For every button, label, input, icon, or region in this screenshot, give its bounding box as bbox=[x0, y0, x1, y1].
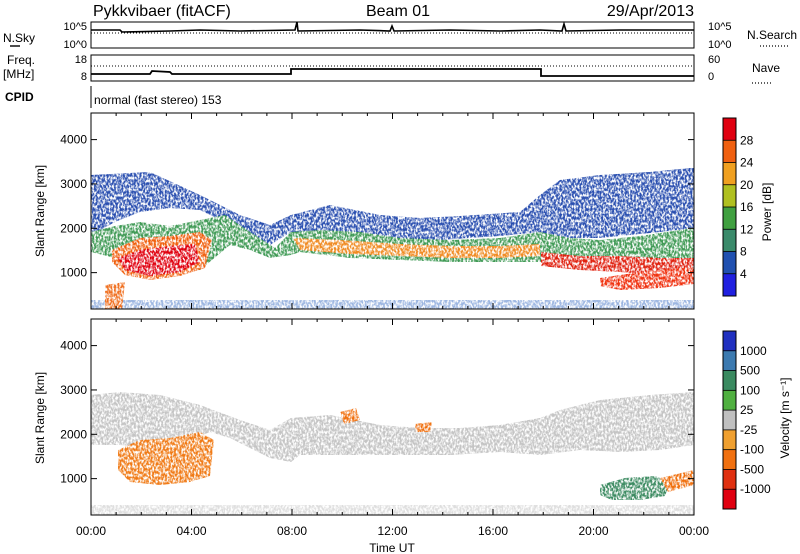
y-tick-label: 1000 bbox=[60, 266, 87, 280]
nsearch-label: N.Search bbox=[747, 28, 797, 42]
velocity-echo-layer bbox=[91, 392, 694, 515]
date-title: 29/Apr/2013 bbox=[607, 3, 694, 20]
freq-panel bbox=[90, 54, 695, 82]
nave-tick-bottom: 0 bbox=[708, 71, 714, 83]
x-tick-label: 00:00 bbox=[76, 524, 106, 538]
x-tick-label: 20:00 bbox=[578, 524, 608, 538]
colorbar-segment bbox=[723, 140, 736, 163]
nsky-label: N.Sky bbox=[3, 31, 35, 45]
colorbar-segment bbox=[723, 273, 736, 296]
power-echo-layer bbox=[91, 168, 694, 309]
velocity-echo-orange-patch bbox=[118, 432, 214, 485]
colorbar-tick-label: 25 bbox=[740, 403, 754, 417]
colorbar-tick-label: 20 bbox=[740, 178, 754, 192]
x-tick-label: 08:00 bbox=[277, 524, 307, 538]
colorbar-tick-label: 8 bbox=[740, 245, 747, 259]
colorbar-tick-label: 16 bbox=[740, 200, 754, 214]
power-echo-evening-patch bbox=[541, 252, 694, 276]
nsky-panel bbox=[90, 21, 695, 49]
y-tick-label: 4000 bbox=[60, 339, 87, 353]
freq-unit-label: [MHz] bbox=[3, 67, 34, 81]
y-tick-label: 3000 bbox=[60, 177, 87, 191]
velocity-y-ticks: 4000 3000 2000 1000 bbox=[60, 339, 694, 486]
x-tick-label: 04:00 bbox=[176, 524, 206, 538]
y-tick-label: 3000 bbox=[60, 383, 87, 397]
station-title: Pykkvibaer (fitACF) bbox=[93, 3, 231, 20]
colorbar-tick-label: 12 bbox=[740, 222, 754, 236]
colorbar-tick-label: 100 bbox=[740, 383, 760, 397]
colorbar-segment bbox=[723, 489, 736, 509]
nave-tick-top: 60 bbox=[708, 54, 720, 66]
y-tick-label: 4000 bbox=[60, 133, 87, 147]
velocity-y-axis-label: Slant Range [km] bbox=[33, 372, 47, 464]
power-colorbar-label: Power [dB] bbox=[760, 183, 774, 242]
power-echo-morning-core bbox=[118, 244, 200, 276]
colorbar-segment bbox=[723, 410, 736, 430]
y-tick-label: 2000 bbox=[60, 427, 87, 441]
colorbar-segment bbox=[723, 370, 736, 391]
nave-label: Nave bbox=[752, 61, 780, 75]
freq-trace bbox=[91, 68, 694, 77]
colorbar-segment bbox=[723, 429, 736, 450]
velocity-colorbar-label: Velocity [m s⁻¹] bbox=[778, 377, 792, 458]
colorbar-frame bbox=[722, 330, 737, 510]
velocity-x-ticks bbox=[90, 319, 695, 515]
colorbar-tick-label: -100 bbox=[740, 443, 764, 457]
x-tick-label: 16:00 bbox=[478, 524, 508, 538]
power-y-ticks: 4000 3000 2000 1000 bbox=[60, 133, 694, 280]
colorbar-tick-label: 28 bbox=[740, 133, 754, 147]
velocity-echo-orange-small-2 bbox=[415, 422, 432, 432]
colorbar-segment bbox=[723, 469, 736, 490]
power-echo-early-burst bbox=[105, 282, 125, 309]
x-tick-labels: 00:00 04:00 08:00 12:00 16:00 20:00 00:00 bbox=[76, 524, 709, 538]
colorbar-tick-label: 4 bbox=[740, 267, 747, 281]
colorbar-tick-label: -25 bbox=[740, 423, 758, 437]
nsearch-tick-top: 10^5 bbox=[708, 21, 732, 33]
freq-tick-bottom: 8 bbox=[81, 71, 87, 83]
y-tick-label: 1000 bbox=[60, 472, 87, 486]
y-tick-label: 2000 bbox=[60, 221, 87, 235]
colorbar-segment bbox=[723, 229, 736, 252]
colorbar-tick-label: 1000 bbox=[740, 344, 767, 358]
colorbar-segment bbox=[723, 251, 736, 274]
freq-label: Freq. bbox=[7, 53, 35, 67]
power-echo-upper-weak bbox=[91, 168, 694, 245]
nsearch-tick-bottom: 10^0 bbox=[708, 39, 732, 51]
colorbar-segment bbox=[723, 162, 736, 185]
colorbar-segment bbox=[723, 390, 736, 411]
colorbar-segment bbox=[723, 207, 736, 230]
colorbar-tick-label: -1000 bbox=[740, 482, 771, 496]
colorbar-segment bbox=[723, 184, 736, 207]
velocity-echo-orange-small bbox=[340, 408, 360, 424]
x-tick-label: 12:00 bbox=[377, 524, 407, 538]
power-x-ticks bbox=[90, 113, 695, 309]
beam-title: Beam 01 bbox=[366, 3, 430, 20]
colorbar-tick-label: 500 bbox=[740, 364, 760, 378]
velocity-echo-grey-main bbox=[91, 392, 694, 462]
colorbar-tick-label: -500 bbox=[740, 462, 764, 476]
colorbar-segment bbox=[723, 350, 736, 371]
power-echo-late-patch bbox=[600, 268, 694, 290]
power-colorbar: 28 24 20 16 12 8 4 bbox=[722, 117, 754, 297]
cpid-text: normal (fast stereo) 153 bbox=[94, 93, 222, 107]
cpid-label: CPID bbox=[5, 90, 34, 104]
colorbar-tick-label: 24 bbox=[740, 156, 754, 170]
colorbar-segment bbox=[723, 331, 736, 351]
velocity-echo-green-patch bbox=[600, 476, 670, 500]
colorbar-segment bbox=[723, 449, 736, 470]
nsky-tick-top: 10^5 bbox=[63, 21, 87, 33]
power-y-axis-label: Slant Range [km] bbox=[33, 165, 47, 257]
nsky-trace bbox=[91, 21, 694, 33]
freq-tick-top: 18 bbox=[75, 54, 87, 66]
nsky-tick-bottom: 10^0 bbox=[63, 39, 87, 51]
velocity-echo-late-orange bbox=[660, 470, 694, 492]
power-echo-band-strong bbox=[293, 238, 540, 258]
x-tick-label: 00:00 bbox=[679, 524, 709, 538]
velocity-colorbar: 1000 500 100 25 -25 -100 -500 -1000 bbox=[722, 330, 771, 510]
x-axis-label: Time UT bbox=[369, 541, 415, 554]
colorbar-segment bbox=[723, 118, 736, 141]
